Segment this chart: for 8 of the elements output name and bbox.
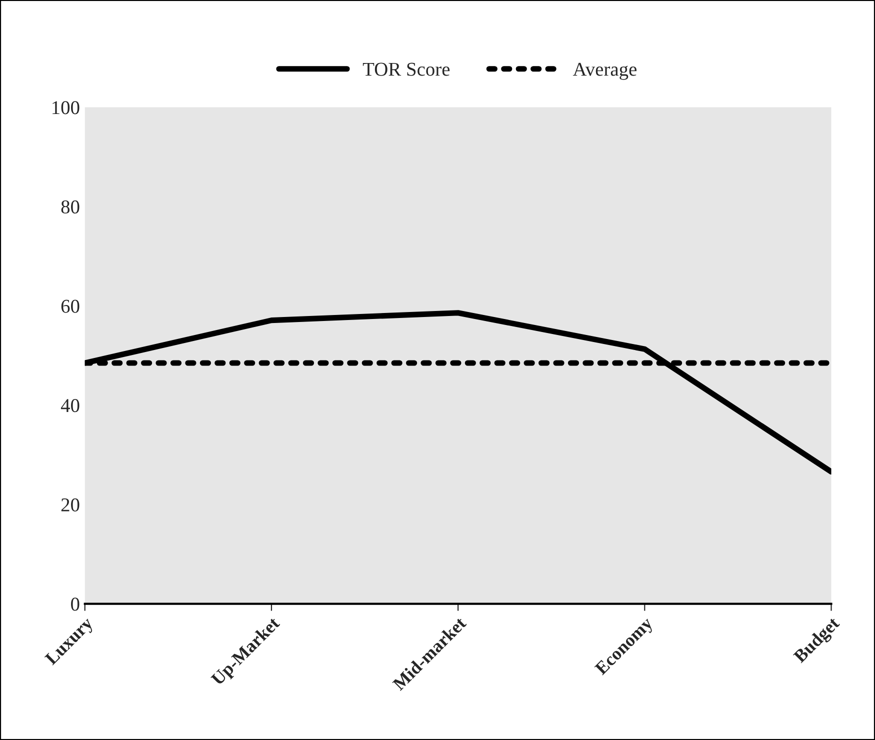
- y-tick-label: 100: [52, 101, 80, 114]
- y-tick-label: 80: [61, 200, 80, 214]
- legend-label: Average: [572, 62, 636, 80]
- y-tick-label: 0: [71, 598, 80, 611]
- legend-label: TOR Score: [362, 62, 450, 76]
- y-tick-label: 40: [60, 399, 80, 412]
- y-tick-label: 20: [61, 498, 80, 512]
- y-tick-label: 60: [61, 300, 80, 313]
